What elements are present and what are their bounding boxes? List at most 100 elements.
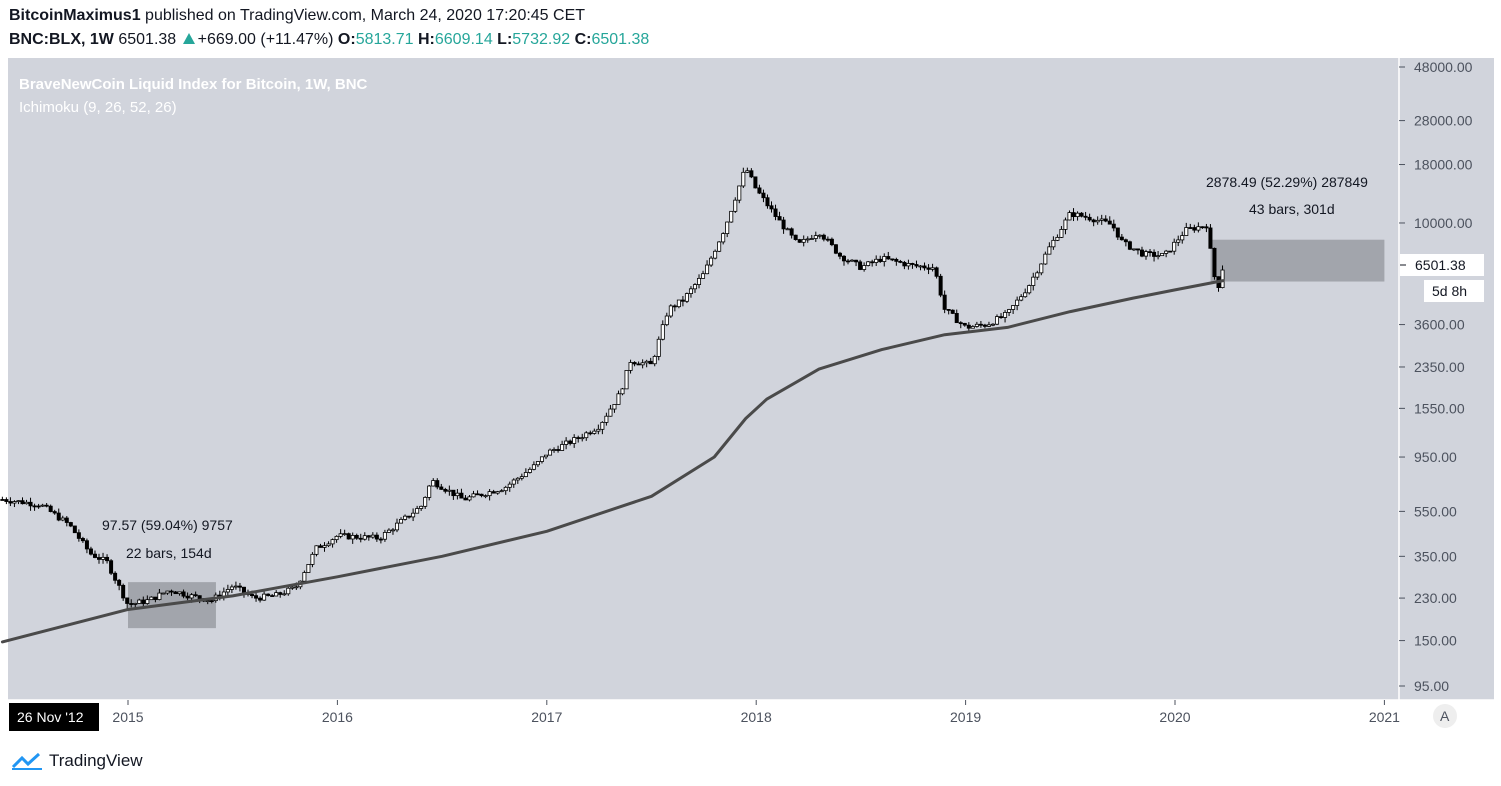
brand-name[interactable]: TradingView [49,751,143,770]
candle-body [479,493,484,497]
candle-body [531,464,536,470]
candle-body [1015,299,1020,306]
candle-body [499,490,504,493]
candle-body [1204,226,1209,229]
candle-body [1067,212,1072,221]
candle-body [592,430,597,434]
auto-scale-button[interactable]: A [1433,704,1457,728]
candle-body [40,504,45,507]
candle-body [133,603,138,605]
candle-body [854,259,859,263]
candle-body [1099,218,1104,221]
candle-body [1168,250,1173,253]
candle-body [1192,227,1197,231]
candle-body [149,596,154,601]
candle-body [1087,216,1092,221]
candle-body [539,456,544,462]
candle-body [560,444,565,451]
candle-body [962,322,967,326]
candle-body [934,267,939,277]
candle-body [628,362,633,371]
candle-body [604,415,609,423]
candle-body [435,480,440,488]
candle-body [431,480,436,487]
candle-body [954,313,959,324]
cloud-logo-icon [11,752,42,770]
author-name[interactable]: BitcoinMaximus1 [9,7,141,24]
range-boxes [128,239,1385,629]
candle-body [970,326,975,329]
time-axis: 2015 2016 2017 2018 2019 2020 2021 [112,700,1400,725]
up-arrow-icon [182,33,195,44]
candle-body [258,597,263,601]
candle-body [266,593,271,596]
chart-title: BraveNewCoin Liquid Index for Bitcoin, 1… [19,76,368,93]
publish-text: published on TradingView.com, March 24, … [145,7,586,24]
price-tick-label: 950.00 [1414,449,1457,465]
candle-body [990,323,995,326]
price-axis-panel[interactable] [1399,58,1494,700]
candle-body [922,265,927,269]
candle-body [463,497,468,501]
candle-body [910,263,915,265]
candle-body [862,265,867,270]
candle-body [92,553,97,558]
box1-bars-label: 22 bars, 154d [126,545,212,561]
candle-body [765,197,770,207]
candle-body [455,492,460,497]
candle-body [829,238,834,246]
candle-body [503,486,508,492]
price-tick-label: 550.00 [1414,503,1457,519]
candle-body [680,299,685,302]
candle-body [918,265,923,268]
candle-body [4,499,9,502]
candle-body [64,517,69,523]
candle-body [958,322,963,325]
candle-body [443,488,448,492]
plot-area[interactable] [8,58,1399,700]
candle-body [8,501,13,504]
candle-body [511,479,516,485]
price-tick-label: 2350.00 [1414,359,1465,375]
candle-body [886,256,891,260]
candle-body [459,492,464,499]
tradingview-logo[interactable]: TradingView [10,751,143,771]
candle-body [825,238,830,241]
candle-body [1011,305,1016,310]
candle-body [684,293,689,302]
candle-body [322,545,327,548]
candle-body [358,537,363,540]
candle-body [697,277,702,285]
candle-body [1180,235,1185,241]
candle-body [1095,219,1100,223]
candle-body [233,585,238,588]
candle-body [254,595,259,599]
candle-body [386,529,391,533]
close-value: 6501.38 [591,31,650,48]
candle-body [805,238,810,241]
candle-body [1200,226,1205,229]
time-axis-panel[interactable] [8,700,1399,734]
candle-body [882,256,887,262]
candle-body [101,556,106,560]
measure-range-box[interactable] [1210,239,1385,282]
candle-body [527,468,532,473]
symbol-info: BNC:BLX, 1W 6501.38 +669.00 (+11.47%) O:… [9,31,649,49]
countdown-tag: 5d 8h [1424,280,1484,302]
price-tick-label: 48000.00 [1414,59,1473,75]
candle-body [894,258,899,262]
candle-body [153,596,158,600]
candle-body [169,590,174,593]
candle-body [745,170,750,173]
candle-body [451,489,456,497]
auto-scale-label[interactable]: A [1440,708,1450,724]
candle-body [1031,276,1036,286]
candle-body [399,518,404,524]
candle-body [519,476,524,479]
candle-body [487,491,492,497]
candle-body [733,199,738,212]
candle-body [841,255,846,262]
candle-body [749,170,754,178]
open-value: 5813.71 [355,31,414,48]
